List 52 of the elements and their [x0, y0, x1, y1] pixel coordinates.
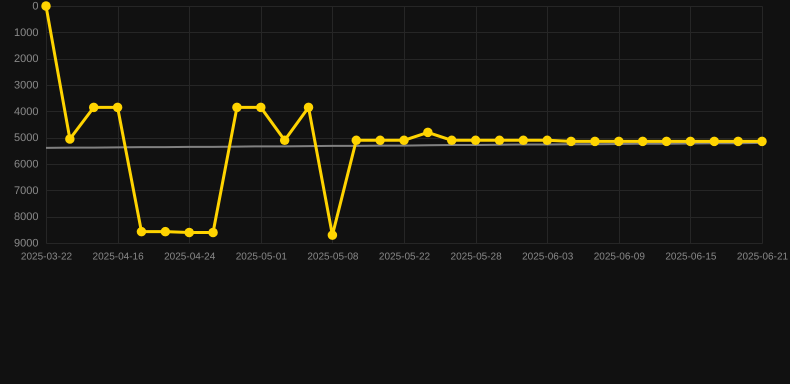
point — [423, 128, 433, 138]
point — [184, 228, 194, 238]
point — [136, 226, 146, 236]
y-tick-label: 6000 — [14, 158, 38, 170]
point — [328, 230, 338, 240]
point — [232, 102, 242, 112]
point — [542, 136, 552, 146]
y-tick-label: 4000 — [14, 106, 38, 118]
y-tick-label: 1000 — [14, 26, 38, 39]
point — [112, 102, 122, 112]
point — [710, 136, 720, 146]
point — [518, 136, 528, 146]
point — [41, 1, 51, 11]
point — [88, 102, 98, 112]
x-tick-label: 2025-05-28 — [450, 252, 502, 262]
point — [208, 228, 218, 238]
x-tick-label: 2025-06-15 — [665, 252, 717, 262]
x-tick-label: 2025-03-22 — [20, 252, 73, 262]
x-tick-label: 2025-06-03 — [522, 252, 574, 262]
y-tick-label: 0 — [32, 0, 38, 12]
point — [662, 136, 672, 146]
point — [590, 136, 600, 146]
x-tick-label: 2025-04-16 — [92, 252, 144, 262]
point — [160, 226, 170, 236]
point — [470, 136, 480, 146]
x-tick-label: 2025-06-21 — [736, 252, 789, 262]
point — [352, 136, 362, 146]
y-tick-label: 7000 — [14, 184, 38, 197]
y-tick-label: 3000 — [14, 80, 38, 92]
x-tick-label: 2025-05-01 — [236, 252, 288, 262]
point — [65, 134, 75, 144]
y-tick-label: 5000 — [14, 132, 38, 144]
point — [686, 136, 696, 146]
point — [614, 136, 624, 146]
x-tick-label: 2025-04-24 — [164, 252, 216, 262]
point — [757, 136, 767, 146]
x-tick-label: 2025-06-09 — [594, 252, 646, 262]
point — [494, 136, 504, 146]
point — [280, 136, 290, 146]
point — [256, 102, 266, 112]
x-tick-label: 2025-05-08 — [307, 252, 359, 262]
point — [446, 136, 456, 146]
x-tick-label: 2025-05-22 — [378, 252, 431, 262]
y-tick-label: 9000 — [14, 238, 38, 250]
y-tick-label: 8000 — [14, 211, 38, 224]
point — [638, 136, 648, 146]
y-tick-label: 2000 — [14, 53, 38, 66]
point — [733, 136, 743, 146]
point — [375, 136, 385, 146]
point — [566, 136, 576, 146]
point — [304, 102, 314, 112]
point — [399, 136, 409, 146]
